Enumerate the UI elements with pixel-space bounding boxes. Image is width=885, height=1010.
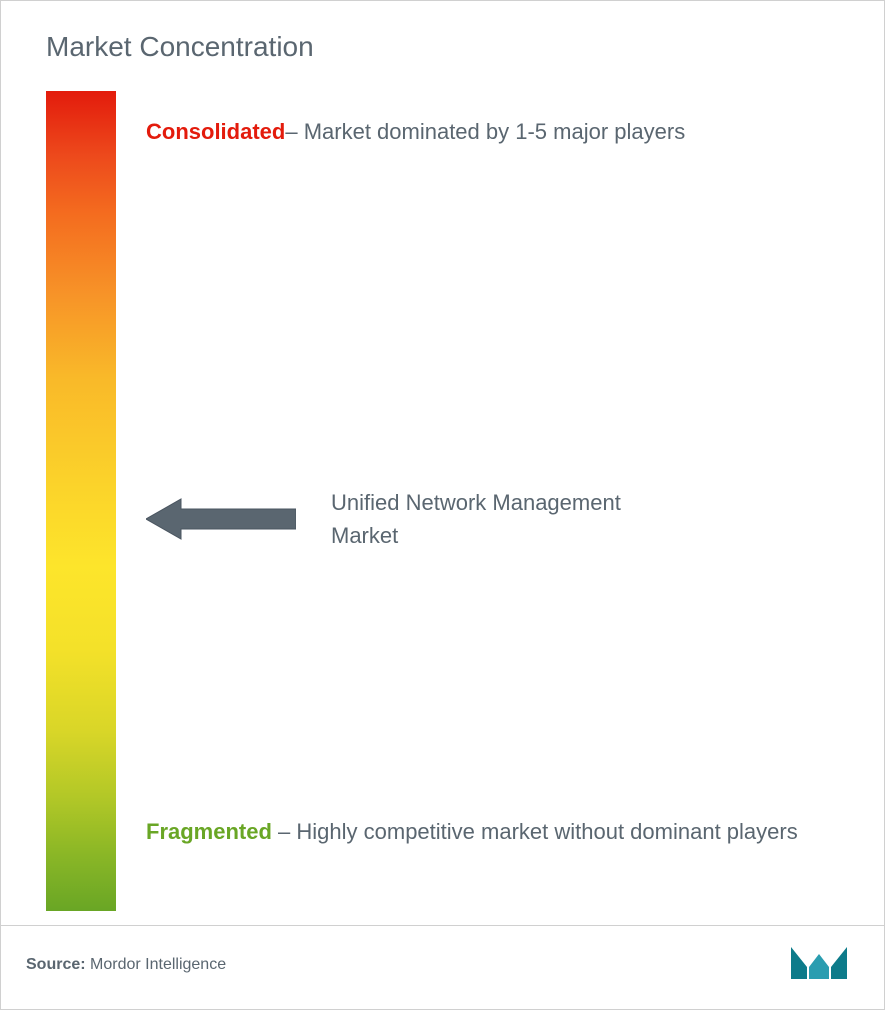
- concentration-gradient-bar: [46, 91, 116, 911]
- consolidated-text: – Market dominated by 1-5 major players: [285, 119, 685, 144]
- source-value: Mordor Intelligence: [86, 956, 227, 973]
- market-name-label: Unified Network Management Market: [331, 486, 651, 552]
- page-title: Market Concentration: [46, 31, 314, 63]
- source-attribution: Source: Mordor Intelligence: [26, 956, 226, 974]
- fragmented-label: Fragmented: [146, 819, 272, 844]
- mordor-logo-icon: [789, 939, 849, 984]
- fragmented-text: – Highly competitive market without domi…: [272, 819, 798, 844]
- footer-divider: [1, 925, 884, 926]
- source-label: Source:: [26, 956, 86, 973]
- market-pointer: Unified Network Management Market: [146, 486, 651, 552]
- fragmented-description: Fragmented – Highly competitive market w…: [146, 806, 839, 859]
- consolidated-label: Consolidated: [146, 119, 285, 144]
- consolidated-description: Consolidated– Market dominated by 1-5 ma…: [146, 106, 839, 159]
- arrow-left-icon: [146, 494, 296, 544]
